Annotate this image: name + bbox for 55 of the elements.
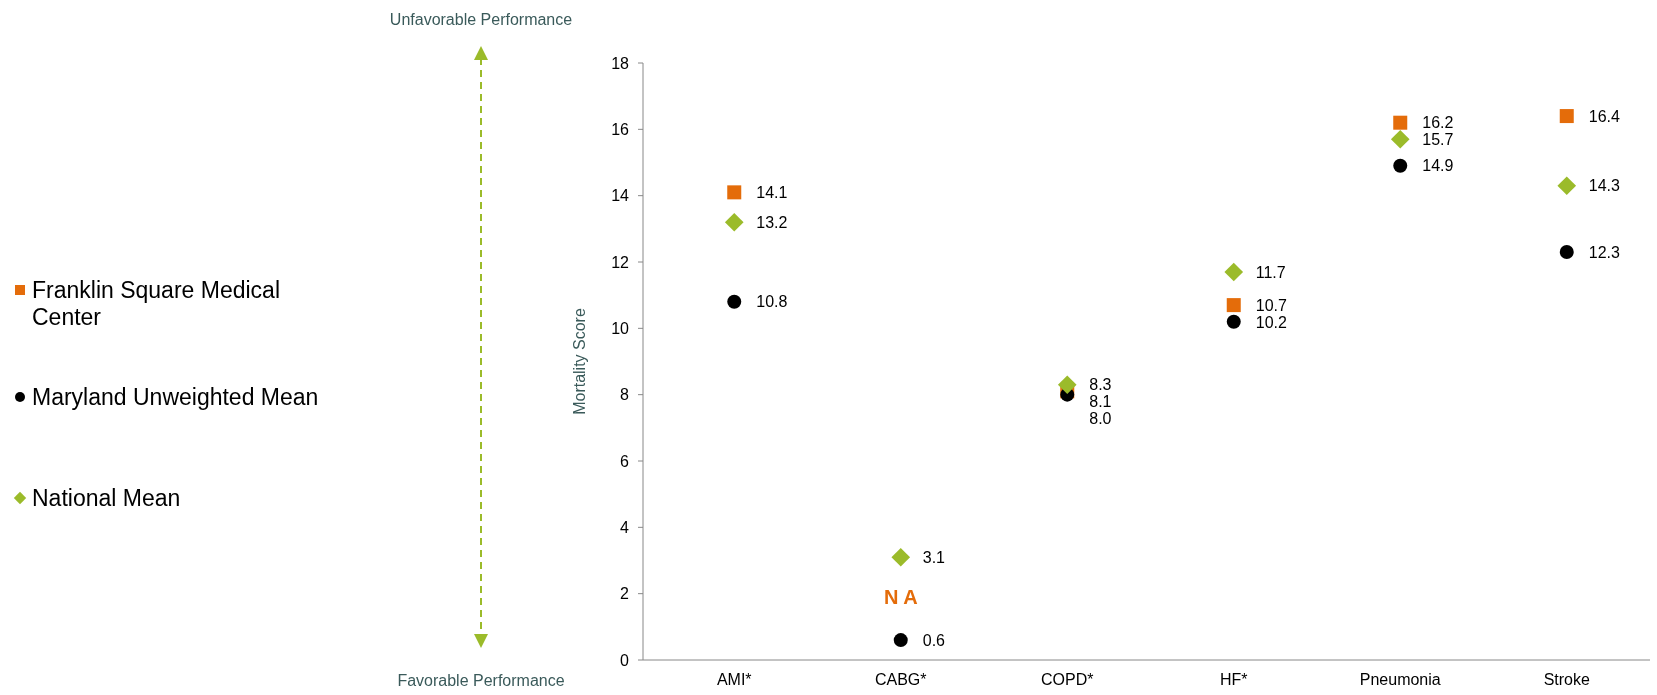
point	[1224, 262, 1244, 282]
y-tick-label: 14	[611, 187, 630, 205]
y-tick-label: 2	[620, 585, 630, 603]
x-tick-label: Pneumonia	[1359, 671, 1441, 688]
y-tick-label: 12	[611, 253, 630, 271]
data-label: 16.2	[1422, 114, 1454, 132]
x-tick-label: Stroke	[1543, 671, 1590, 688]
point	[1559, 245, 1574, 260]
data-label: 3.1	[922, 548, 946, 566]
point	[1226, 314, 1241, 329]
legend-label: Maryland Unweighted Mean	[32, 384, 319, 411]
y-axis-title: Mortality Score	[571, 308, 588, 415]
data-label: 10.7	[1255, 296, 1287, 314]
data-label: 0.6	[922, 631, 946, 649]
point	[1057, 375, 1077, 395]
data-label: 8.0	[1089, 410, 1112, 428]
x-tick-label: CABG*	[874, 671, 927, 688]
legend-label: Franklin Square Medical Center	[32, 277, 281, 330]
data-label: 8.3	[1089, 376, 1112, 394]
point	[1559, 109, 1574, 124]
x-tick-label: COPD*	[1041, 671, 1094, 688]
point	[891, 547, 911, 567]
data-label: 10.8	[756, 293, 788, 311]
text: Favorable Performance	[397, 672, 565, 689]
y-tick-label: 4	[620, 518, 630, 536]
x-tick-label: AMI*	[716, 671, 752, 688]
annotation: N A	[883, 586, 918, 608]
y-tick-label: 10	[611, 319, 630, 337]
data-label: 11.7	[1255, 263, 1286, 281]
point	[1390, 129, 1410, 149]
data-label: 8.1	[1089, 393, 1112, 411]
point	[727, 185, 742, 200]
data-label: 14.1	[756, 183, 788, 201]
data-label: 13.2	[756, 213, 788, 231]
data-label: 12.3	[1588, 243, 1620, 261]
y-tick-label: 8	[620, 386, 630, 404]
point	[1557, 176, 1577, 196]
point	[724, 212, 744, 232]
text: Unfavorable Performance	[389, 11, 573, 28]
point	[893, 633, 908, 648]
y-tick-label: 16	[611, 120, 630, 138]
legend-label: National Mean	[32, 485, 181, 512]
data-label: 14.9	[1422, 157, 1454, 175]
data-label: 16.4	[1588, 107, 1620, 125]
point	[1393, 158, 1408, 173]
y-tick-label: 18	[611, 54, 630, 72]
data-label: 14.3	[1588, 177, 1620, 195]
data-label: 10.2	[1255, 313, 1287, 331]
point	[1393, 115, 1408, 130]
point	[727, 294, 742, 309]
y-tick-label: 6	[620, 452, 630, 470]
point	[1226, 298, 1241, 313]
y-tick-label: 0	[620, 651, 630, 669]
data-label: 15.7	[1422, 131, 1454, 149]
x-tick-label: HF*	[1219, 671, 1248, 688]
